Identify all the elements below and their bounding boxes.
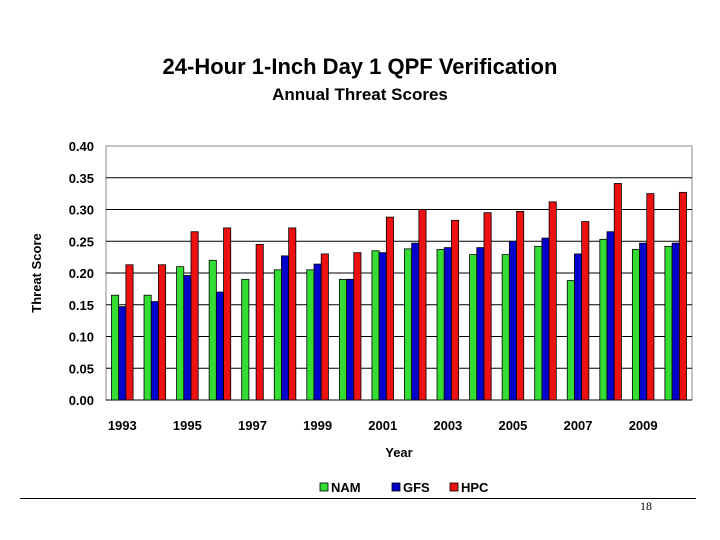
bar-hpc-2004	[483, 212, 492, 401]
legend-swatch-hpc	[449, 482, 459, 492]
bar-hpc-2000	[353, 252, 362, 401]
y-axis-label: Threat Score	[29, 233, 44, 312]
bar-gfs-2010	[671, 242, 680, 401]
x-tick-label: 2005	[498, 418, 527, 433]
bar-gfs-2004	[476, 247, 485, 401]
x-tick-labels: 1993 1995 1997 1999 2001 2003 2005 2007 2009	[108, 418, 658, 433]
bar-gfs-2002	[411, 242, 420, 401]
bar-nam-2004	[469, 254, 478, 401]
bar-nam-1997	[241, 278, 250, 401]
bar-hpc-2005	[516, 211, 525, 401]
bar-gfs-2008	[606, 231, 615, 401]
bar-gfs-2005	[508, 240, 517, 401]
bar-nam-1996	[208, 259, 217, 401]
gridlines	[106, 177, 692, 401]
bar-hpc-2007	[581, 221, 590, 401]
bar-nam-2000	[338, 278, 347, 401]
y-tick-label: 0.00	[69, 393, 94, 408]
bar-hpc-1997	[255, 244, 264, 401]
x-tick-label: 1999	[303, 418, 332, 433]
bar-gfs-2000	[346, 278, 355, 401]
y-tick-label: 0.05	[69, 361, 94, 376]
bar-hpc-2001	[385, 216, 394, 401]
x-axis-label: Year	[385, 445, 412, 460]
bar-nam-2001	[371, 250, 380, 401]
bar-hpc-1995	[190, 231, 199, 401]
bar-nam-2008	[599, 238, 608, 401]
bar-nam-1998	[273, 269, 282, 401]
bar-gfs-1994	[150, 301, 159, 401]
bar-gfs-1995	[183, 275, 192, 401]
bar-nam-1994	[143, 294, 152, 401]
x-tick-label: 1997	[238, 418, 267, 433]
bar-nam-2006	[534, 245, 543, 401]
bar-hpc-1994	[158, 264, 167, 401]
bar-gfs-1999	[313, 263, 322, 401]
legend-label-nam: NAM	[331, 480, 361, 495]
bar-gfs-2001	[378, 252, 387, 401]
x-tick-label: 2007	[564, 418, 593, 433]
bar-nam-2010	[664, 245, 673, 401]
x-tick-label: 2003	[433, 418, 462, 433]
y-tick-label: 0.25	[69, 234, 94, 249]
bar-gfs-1998	[281, 255, 290, 401]
legend-label-hpc: HPC	[461, 480, 489, 495]
legend: NAM GFS HPC	[319, 480, 489, 495]
bar-hpc-2008	[613, 183, 622, 401]
bar-nam-2007	[566, 280, 575, 401]
legend-swatch-nam	[319, 482, 329, 492]
bar-hpc-1993	[125, 264, 134, 401]
bar-hpc-2003	[451, 219, 460, 401]
bar-nam-2002	[404, 248, 413, 401]
bar-nam-2009	[631, 249, 640, 401]
bar-nam-1995	[176, 266, 185, 401]
bar-hpc-1999	[320, 253, 329, 401]
y-tick-labels: 0.00 0.05 0.10 0.15 0.20 0.25 0.30 0.35 0.40	[69, 139, 94, 408]
y-tick-label: 0.15	[69, 298, 94, 313]
bar-gfs-1993	[118, 306, 127, 401]
bar-nam-1993	[111, 294, 120, 401]
bar-nam-2003	[436, 249, 445, 401]
y-tick-label: 0.20	[69, 266, 94, 281]
bar-gfs-2009	[639, 242, 648, 401]
bar-hpc-2006	[548, 201, 557, 401]
bar-gfs-2003	[443, 247, 452, 401]
bar-hpc-1996	[223, 227, 232, 401]
bar-gfs-1996	[215, 291, 224, 401]
y-tick-label: 0.40	[69, 139, 94, 154]
bar-nam-2005	[501, 254, 510, 401]
chart-title: 24-Hour 1-Inch Day 1 QPF Verification	[162, 54, 558, 79]
bar-gfs-2006	[541, 237, 550, 401]
bar-hpc-1998	[288, 227, 297, 401]
bar-hpc-2010	[678, 191, 687, 401]
legend-swatch-gfs	[391, 482, 401, 492]
x-tick-label: 1995	[173, 418, 202, 433]
legend-label-gfs: GFS	[403, 480, 430, 495]
x-tick-label: 1993	[108, 418, 137, 433]
y-tick-label: 0.10	[69, 330, 94, 345]
page-number: 18	[640, 499, 652, 513]
bar-hpc-2009	[646, 193, 655, 401]
x-tick-label: 2009	[629, 418, 658, 433]
footer-rule	[20, 498, 696, 499]
y-tick-label: 0.30	[69, 203, 94, 218]
bar-gfs-2007	[574, 253, 583, 401]
y-tick-label: 0.35	[69, 171, 94, 186]
bars	[111, 183, 687, 401]
bar-nam-1999	[306, 269, 315, 401]
bar-hpc-2002	[418, 209, 427, 401]
x-tick-label: 2001	[368, 418, 397, 433]
chart-subtitle: Annual Threat Scores	[272, 85, 448, 104]
